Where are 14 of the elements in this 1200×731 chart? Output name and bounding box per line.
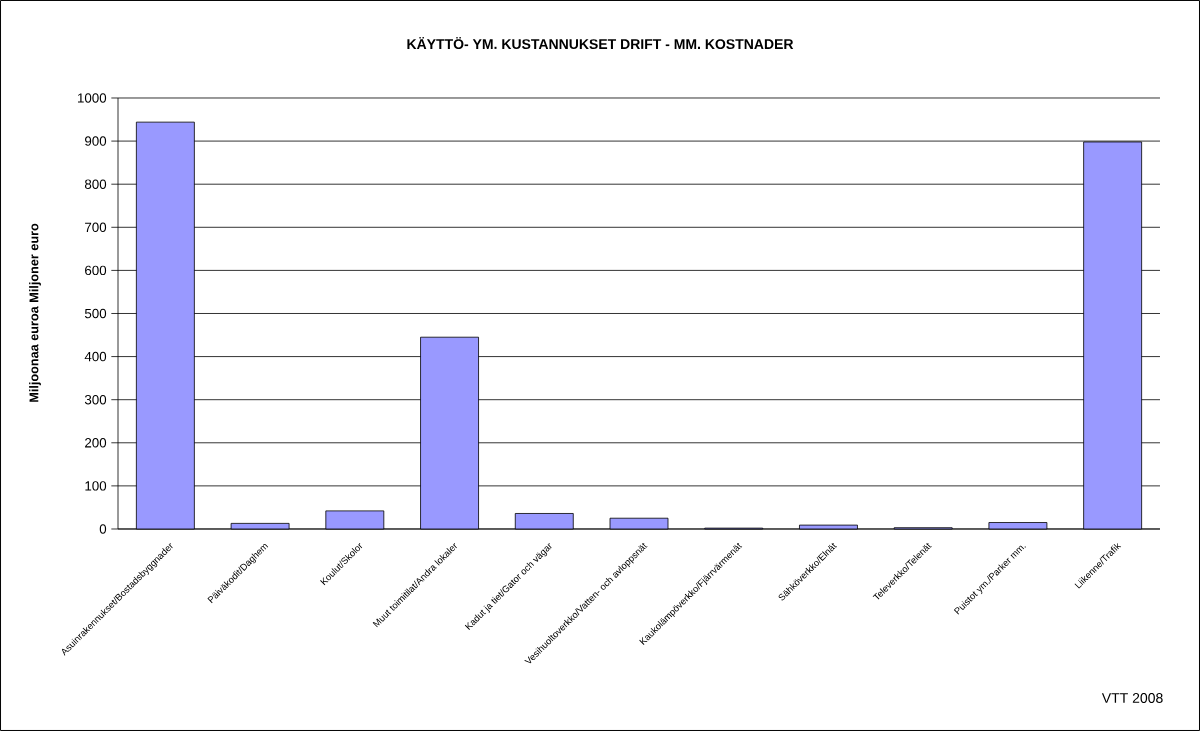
y-tick-label: 500	[84, 308, 107, 319]
y-tick-label: 200	[85, 438, 107, 448]
chart-title: KÄYTTÖ- YM. KUSTANNUKSET DRIFT - MM. KOSTNADER	[407, 36, 794, 50]
y-tick-label: 400	[84, 351, 107, 362]
y-tick-label: 0	[99, 524, 107, 534]
y-tick-label: 100	[85, 481, 107, 491]
y-tick-label: 900	[85, 136, 107, 146]
y-tick-label: 300	[84, 394, 107, 405]
y-tick-label: 700	[85, 222, 107, 232]
text: VTT 2008	[1101, 693, 1163, 703]
y-tick-label: 600	[85, 265, 107, 276]
y-axis-title: Miljoonaa euroa Miljoner euro	[29, 223, 41, 402]
y-tick-label: 1000	[77, 93, 107, 103]
y-tick-label: 800	[84, 179, 107, 189]
